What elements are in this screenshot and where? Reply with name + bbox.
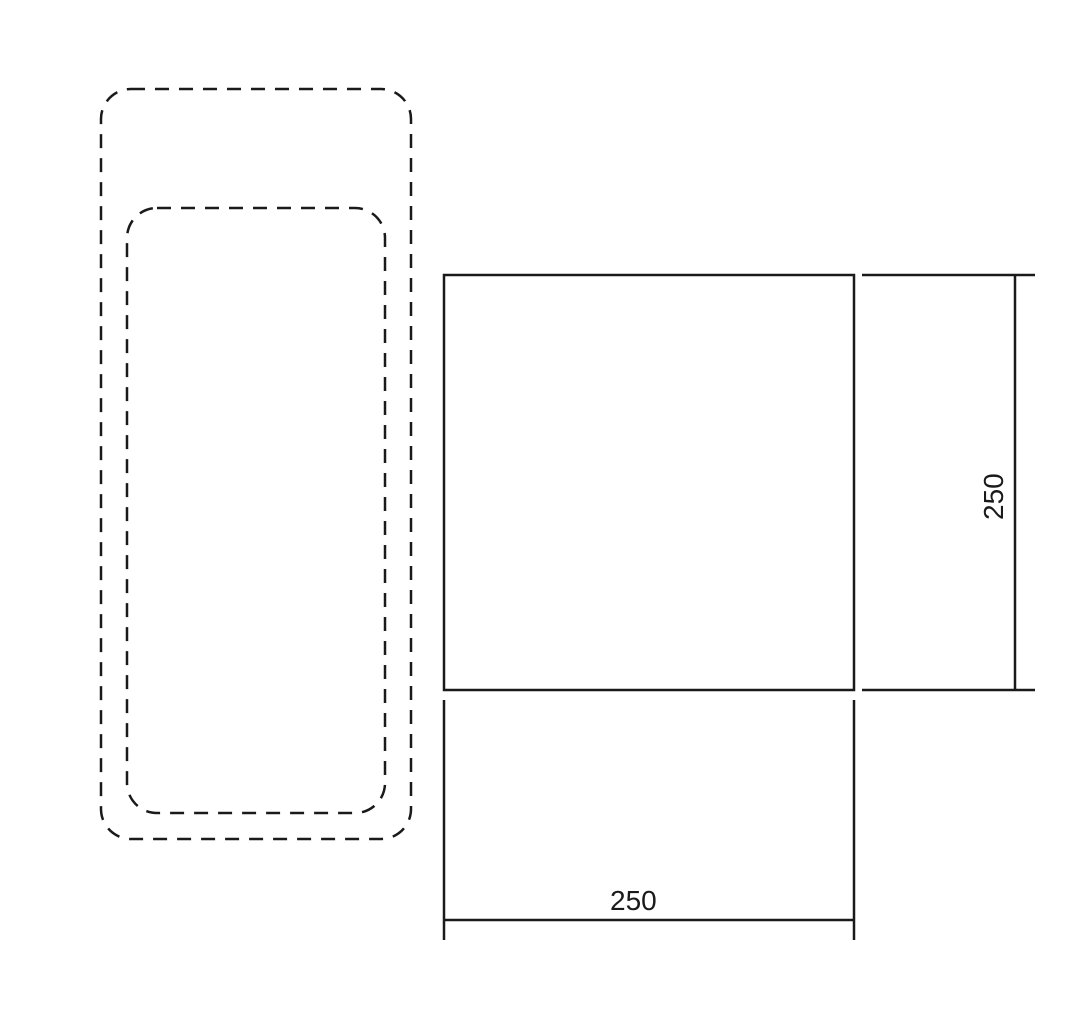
technical-diagram: 250 250 (0, 0, 1079, 1024)
solid-square (444, 275, 854, 690)
dashed-outer-rect (101, 89, 411, 839)
dim-height-label: 250 (978, 473, 1009, 520)
dashed-inner-rect (127, 208, 385, 813)
dim-width-label: 250 (610, 885, 657, 916)
